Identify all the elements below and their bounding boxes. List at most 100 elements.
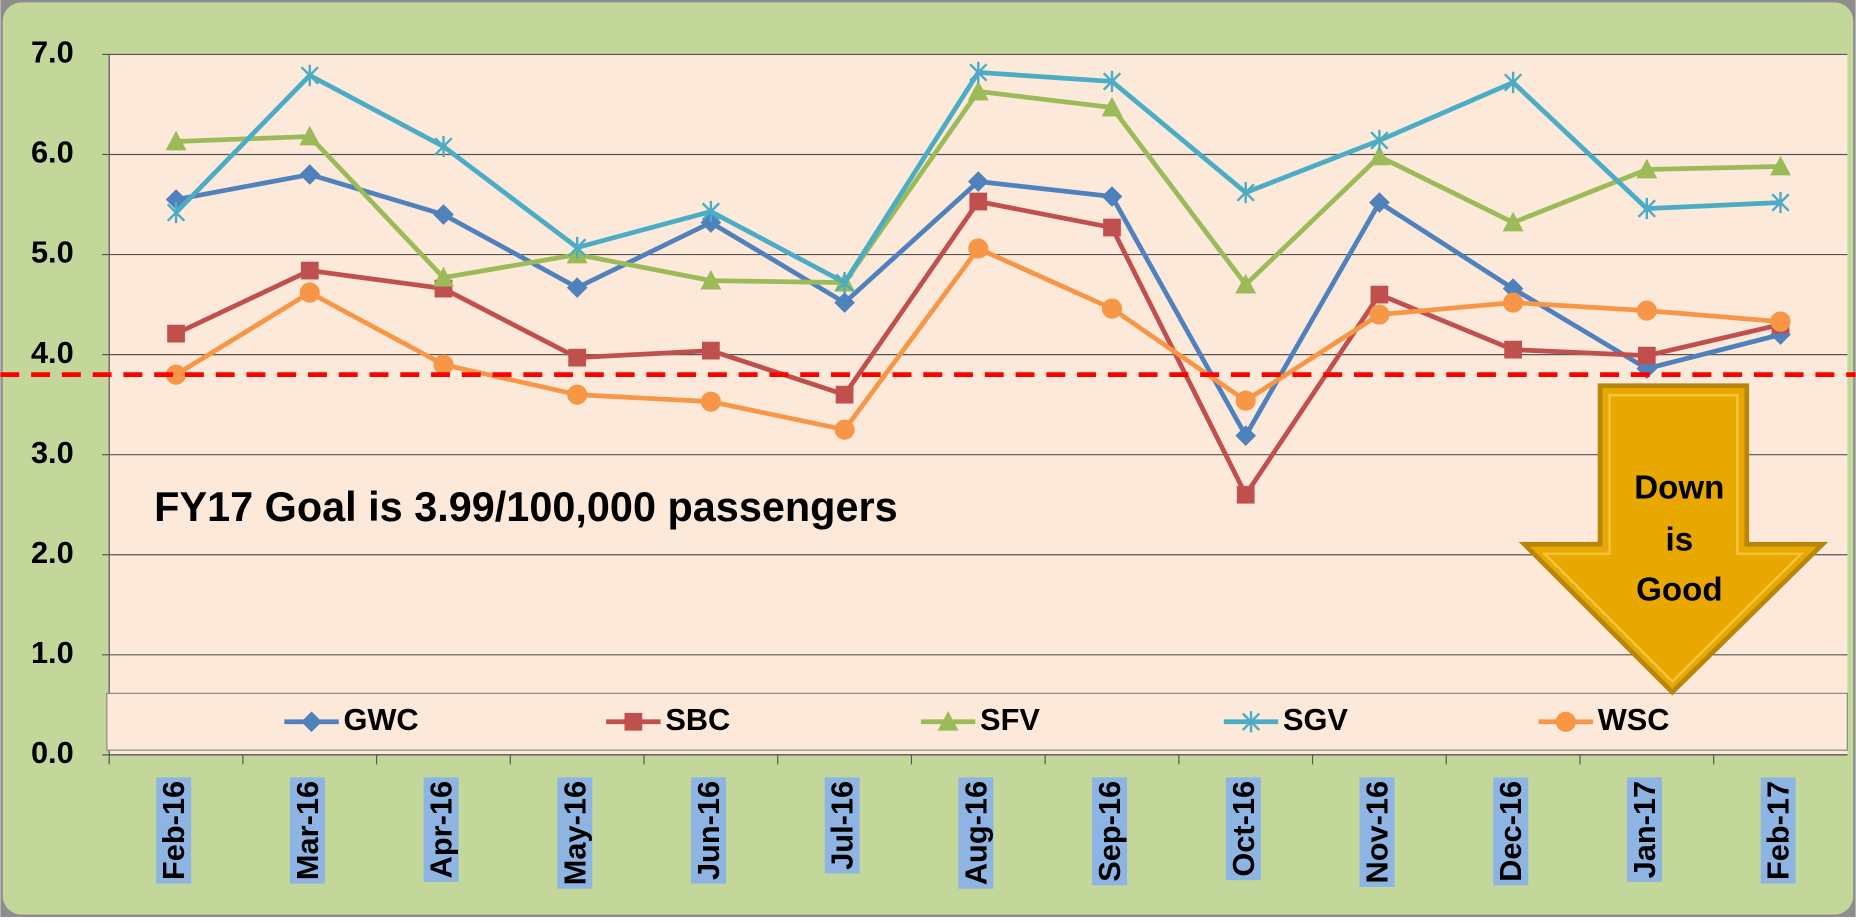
x-tick-background <box>1760 777 1796 884</box>
x-tick: May-16 <box>557 777 593 889</box>
marker <box>1504 340 1522 359</box>
legend-label: SBC <box>665 702 730 737</box>
x-tick: Jun-16 <box>691 777 727 884</box>
marker <box>1236 181 1255 204</box>
y-tick-label: 1.0 <box>31 635 74 670</box>
x-tick: Jan-17 <box>1627 777 1662 882</box>
marker <box>1771 191 1790 214</box>
y-tick-label: 7.0 <box>31 35 74 70</box>
marker <box>166 201 186 224</box>
marker <box>1235 425 1256 446</box>
x-tick-background <box>557 777 593 889</box>
marker <box>969 192 988 211</box>
x-tick-label: Jun-16 <box>691 781 726 880</box>
x-tick-background <box>156 777 192 884</box>
y-tick-label: 0.0 <box>31 735 74 770</box>
marker <box>624 712 643 731</box>
x-tick-label: Sep-16 <box>1092 781 1127 882</box>
marker <box>1236 485 1255 504</box>
x-tick: Dec-16 <box>1493 777 1529 886</box>
marker <box>1101 298 1123 319</box>
marker <box>834 419 855 440</box>
x-tick: Feb-17 <box>1760 777 1796 884</box>
marker <box>1103 218 1121 237</box>
marker <box>300 261 319 280</box>
x-tick-label: May-16 <box>557 781 592 885</box>
x-tick-label: Apr-16 <box>424 781 459 878</box>
plot-area <box>109 54 1848 755</box>
marker <box>1102 70 1122 93</box>
marker <box>165 130 187 151</box>
marker <box>1637 346 1656 365</box>
marker <box>700 391 721 412</box>
y-tick-label: 5.0 <box>31 235 74 270</box>
marker <box>1636 158 1658 179</box>
y-tick-label: 4.0 <box>31 335 74 370</box>
marker <box>1503 292 1524 313</box>
marker <box>1770 311 1791 332</box>
marker <box>1369 192 1390 213</box>
arrow <box>1518 383 1829 696</box>
marker <box>568 348 587 367</box>
marker <box>1235 390 1256 411</box>
x-tick: Apr-16 <box>424 777 459 882</box>
x-tick: Feb-16 <box>156 777 192 884</box>
x-tick-label: Jan-17 <box>1627 781 1662 878</box>
x-tick: Mar-16 <box>289 777 325 884</box>
x-tick-label: Nov-16 <box>1360 781 1395 884</box>
marker <box>1235 273 1257 294</box>
marker <box>1555 711 1576 732</box>
marker <box>299 282 320 303</box>
x-tick-background <box>824 777 860 874</box>
marker <box>1503 71 1523 94</box>
legend-items: GWC SBC SFV SGV WSC <box>284 702 1669 737</box>
x-tick: Sep-16 <box>1092 777 1128 886</box>
legend-label: SFV <box>980 702 1040 737</box>
marker <box>433 204 454 225</box>
x-tick-label: Dec-16 <box>1493 781 1528 882</box>
marker <box>967 171 989 192</box>
x-tick-label: Mar-16 <box>290 781 325 880</box>
series <box>0 61 1856 504</box>
x-tick-background <box>423 777 459 882</box>
y-tick-label: 3.0 <box>31 435 74 470</box>
marker <box>1241 711 1261 733</box>
marker <box>1637 197 1656 220</box>
x-tick-background <box>958 777 994 889</box>
y-tick-label: 2.0 <box>31 535 74 570</box>
marker <box>1370 285 1389 304</box>
x-tick: Aug-16 <box>958 777 994 889</box>
x-tick-background <box>1225 777 1261 881</box>
marker <box>835 271 854 294</box>
marker <box>167 324 185 343</box>
y-tick-label: 6.0 <box>31 135 74 170</box>
marker <box>1369 304 1390 325</box>
marker <box>1502 211 1524 232</box>
x-tick-background <box>1359 777 1395 888</box>
x-tick-label: Oct-16 <box>1226 781 1261 877</box>
marker <box>700 269 722 290</box>
x-tick-background <box>1626 777 1662 882</box>
marker <box>969 61 988 84</box>
x-tick-label: Feb-17 <box>1761 781 1796 880</box>
x-tick-background <box>1092 777 1128 886</box>
x-tick-label: Jul-16 <box>825 781 860 870</box>
marker <box>299 125 321 146</box>
marker <box>1636 300 1657 321</box>
marker <box>566 277 588 298</box>
marker <box>937 711 959 731</box>
x-tick-background <box>691 777 727 884</box>
x-tick-label: Feb-16 <box>156 781 191 880</box>
arrow-text: Down <box>1634 470 1724 507</box>
marker <box>1101 96 1123 117</box>
marker <box>299 164 321 185</box>
marker <box>1368 145 1390 166</box>
marker <box>1770 155 1791 176</box>
marker <box>433 354 454 375</box>
marker <box>568 236 587 259</box>
marker <box>835 385 854 404</box>
legend-label: GWC <box>343 702 418 737</box>
legend-label: SGV <box>1283 702 1348 737</box>
marker <box>701 200 720 223</box>
